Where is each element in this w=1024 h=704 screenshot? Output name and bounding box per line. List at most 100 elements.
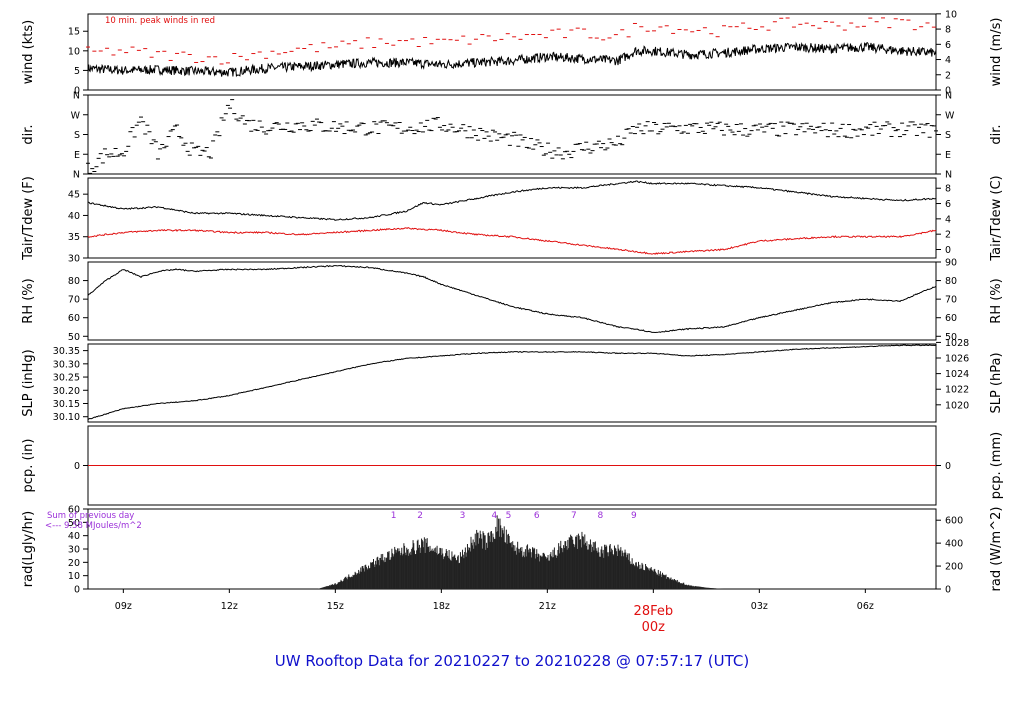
left-tick-label-temp-1: 35 [68, 232, 80, 243]
left-tick-label-dir-0: N [73, 170, 80, 181]
left-tick-label-rad-1: 10 [68, 571, 80, 582]
right-tick-label-dir-3: W [945, 110, 955, 121]
y-axis-label-slp: SLP (inHg) [21, 349, 36, 417]
y-axis-label-dir: dir. [21, 124, 36, 144]
right-tick-label-slp-1: 1022 [945, 385, 969, 396]
left-tick-label-dir-1: E [74, 150, 80, 161]
right-tick-label-wind-1: 2 [945, 70, 951, 81]
right-tick-label-rh-2: 70 [945, 295, 957, 306]
annotation-wind: 10 min. peak winds in red [105, 16, 215, 26]
right-tick-label-temp-1: 2 [945, 230, 951, 241]
annotation-rad-0: Sum of previous day [47, 511, 134, 521]
right-tick-label-temp-3: 6 [945, 199, 951, 210]
marker-label-2: 2 [417, 511, 423, 521]
left-tick-label-wind-1: 5 [74, 66, 80, 77]
x-tick-label-21z: 21z [539, 601, 556, 612]
day-marker-date: 28Feb [634, 604, 674, 619]
left-tick-label-temp-2: 40 [68, 211, 80, 222]
right-tick-label-rad-3: 600 [945, 516, 963, 527]
y-axis-label-right-temp: Tair/Tdew (C) [989, 175, 1004, 261]
left-tick-label-rad-5: 50 [68, 518, 80, 529]
right-tick-label-rh-0: 50 [945, 332, 957, 343]
left-tick-label-dir-3: W [71, 110, 81, 121]
right-tick-label-wind-3: 6 [945, 40, 951, 51]
right-tick-label-rad-0: 0 [945, 585, 951, 596]
left-tick-label-slp-3: 30.25 [53, 373, 80, 384]
y-axis-label-right-wind: wind (m/s) [989, 18, 1004, 87]
panel-frame-rh [87, 261, 937, 341]
left-tick-label-slp-2: 30.20 [53, 386, 80, 397]
marker-label-6: 6 [534, 511, 540, 521]
series-line-temp-1 [87, 227, 937, 255]
left-tick-label-temp-0: 30 [68, 254, 80, 265]
right-tick-label-wind-2: 4 [945, 55, 951, 66]
left-tick-label-wind-0: 0 [74, 86, 80, 97]
right-tick-label-temp-4: 8 [945, 184, 951, 195]
series-line-temp-0 [87, 180, 937, 221]
right-tick-label-rh-3: 80 [945, 276, 957, 287]
marker-label-3: 3 [460, 511, 466, 521]
right-tick-label-temp-2: 4 [945, 214, 951, 225]
annotation-rad-1: <--- 9.58 MJoules/m^2 [45, 521, 142, 531]
y-axis-label-rh: RH (%) [21, 278, 36, 323]
right-tick-label-dir-2: S [945, 130, 951, 141]
right-tick-label-wind-4: 8 [945, 25, 951, 36]
y-axis-label-right-slp: SLP (hPa) [989, 352, 1004, 413]
series-line-slp-0 [87, 344, 937, 420]
right-tick-label-temp-0: 0 [945, 245, 951, 256]
left-tick-label-dir-4: N [73, 91, 80, 102]
left-tick-label-dir-2: S [74, 130, 80, 141]
marker-label-1: 1 [391, 511, 397, 521]
y-axis-label-wind: wind (kts) [21, 20, 36, 84]
right-tick-label-dir-4: N [945, 91, 952, 102]
y-axis-label-right-dir: dir. [989, 124, 1004, 144]
left-tick-label-slp-5: 30.35 [53, 346, 80, 357]
right-tick-label-slp-3: 1026 [945, 354, 969, 365]
left-tick-label-wind-3: 15 [68, 27, 80, 38]
right-tick-label-slp-0: 1020 [945, 400, 969, 411]
right-tick-label-dir-1: E [945, 150, 951, 161]
y-axis-label-right-pcp: pcp. (mm) [989, 432, 1004, 499]
left-tick-label-rh-2: 70 [68, 295, 80, 306]
right-tick-label-slp-4: 1028 [945, 338, 969, 349]
right-tick-label-rad-2: 400 [945, 539, 963, 550]
x-tick-label-03z: 03z [751, 601, 768, 612]
left-tick-label-rad-3: 30 [68, 545, 80, 556]
right-tick-label-slp-2: 1024 [945, 369, 969, 380]
left-tick-label-rad-4: 40 [68, 531, 80, 542]
left-tick-label-rh-3: 80 [68, 276, 80, 287]
y-axis-label-pcp: pcp. (in) [21, 439, 36, 493]
right-tick-label-rh-4: 90 [945, 258, 957, 269]
y-axis-label-right-rh: RH (%) [989, 278, 1004, 323]
x-tick-label-15z: 15z [327, 601, 344, 612]
marker-label-7: 7 [571, 511, 577, 521]
series-line-wind-0 [87, 41, 937, 78]
panel-frame-temp [87, 177, 937, 259]
left-tick-label-slp-1: 30.15 [53, 399, 80, 410]
left-tick-label-rad-6: 60 [68, 505, 80, 516]
day-marker-label: 00z [642, 620, 666, 635]
x-tick-label-09z: 09z [115, 601, 132, 612]
y-axis-label-rad: rad(Lgly/hr) [21, 511, 36, 587]
marker-label-8: 8 [597, 511, 603, 521]
radiation-bars [317, 515, 724, 589]
left-tick-label-pcp-0: 0 [74, 461, 80, 472]
right-tick-label-pcp-0: 0 [945, 461, 951, 472]
panel-frame-slp [87, 343, 937, 423]
left-tick-label-rh-0: 50 [68, 332, 80, 343]
right-tick-label-wind-5: 10 [945, 9, 957, 20]
right-tick-label-wind-0: 0 [945, 86, 951, 97]
marker-label-4: 4 [491, 511, 497, 521]
right-tick-label-rh-1: 60 [945, 313, 957, 324]
left-tick-label-rh-1: 60 [68, 313, 80, 324]
x-tick-label-06z: 06z [857, 601, 874, 612]
left-tick-label-rad-0: 0 [74, 585, 80, 596]
right-tick-label-dir-0: N [945, 170, 952, 181]
left-tick-label-slp-4: 30.30 [53, 359, 80, 370]
left-tick-label-slp-0: 30.10 [53, 412, 80, 423]
left-tick-label-rad-2: 20 [68, 558, 80, 569]
y-axis-label-temp: Tair/Tdew (F) [21, 176, 36, 261]
chart-title: UW Rooftop Data for 20210227 to 20210228… [275, 652, 749, 670]
y-axis-label-right-rad: rad (W/m^2) [989, 507, 1004, 592]
